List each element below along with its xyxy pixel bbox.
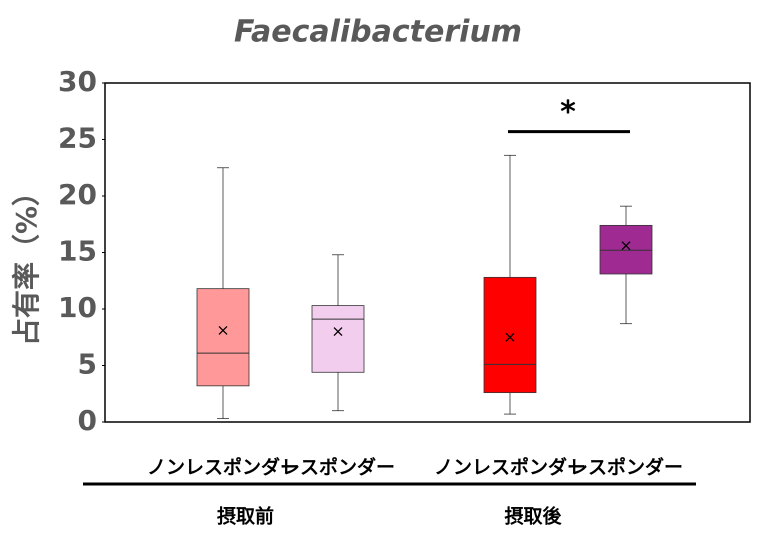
y-tick-label: 15 (58, 235, 97, 268)
mean-marker (621, 241, 631, 251)
y-axis-label: 占有率（%） (10, 178, 43, 346)
x-tick-label: ノンレスポンダー (434, 456, 586, 479)
y-tick-label: 30 (58, 65, 97, 98)
x-tick-label: レスポンダー (281, 456, 395, 479)
group-label: 摂取後 (504, 505, 562, 528)
y-tick-label: 25 (58, 122, 97, 155)
y-tick-label: 5 (78, 348, 97, 381)
box (483, 276, 537, 394)
y-tick-label: 10 (58, 291, 97, 324)
chart-title: Faecalibacterium (234, 15, 522, 50)
x-tick-label: ノンレスポンダー (147, 456, 299, 479)
box (196, 288, 250, 387)
box (599, 224, 653, 275)
y-tick-label: 20 (58, 178, 97, 211)
group-label: 摂取前 (217, 505, 274, 528)
mean-marker (505, 332, 515, 342)
mean-marker (218, 326, 228, 335)
box (311, 305, 365, 373)
mean-marker (333, 327, 343, 337)
y-tick-label: 0 (78, 404, 97, 437)
x-tick-label: レスポンダー (569, 456, 683, 479)
significance-mark: * (560, 95, 576, 130)
